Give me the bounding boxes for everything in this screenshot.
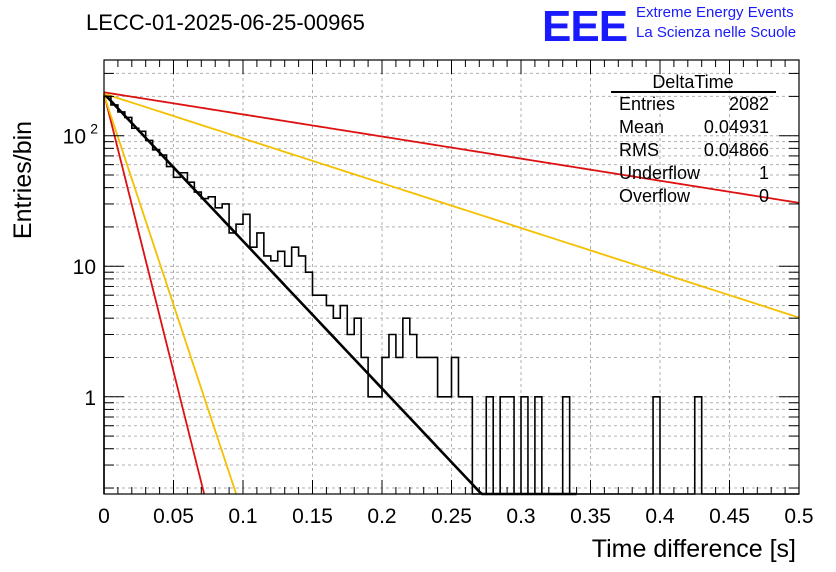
x-tick-label: 0.4 bbox=[645, 505, 675, 528]
fit-curve-yellow bbox=[103, 94, 237, 494]
label-layer: 0 0.05 0.1 0.15 0.2 0.25 0.3 0.35 0.4 0.45 0.51101… bbox=[63, 121, 814, 528]
grid-layer bbox=[104, 60, 799, 494]
stats-row-label: Mean bbox=[619, 117, 664, 137]
x-tick-label: 0.2 bbox=[367, 505, 396, 528]
x-tick-label: 0 bbox=[98, 505, 110, 528]
x-tick-label: 0.05 bbox=[153, 505, 194, 528]
tick-layer bbox=[103, 60, 800, 494]
stats-row-value: 1 bbox=[759, 163, 769, 183]
x-tick-label: 0.1 bbox=[228, 505, 257, 528]
y-tick-label: 1 bbox=[84, 387, 96, 410]
fit-curve-yellow bbox=[103, 92, 800, 319]
x-tick-label: 0.35 bbox=[570, 505, 611, 528]
x-tick-label: 0.15 bbox=[292, 505, 333, 528]
stats-row-label: Entries bbox=[619, 94, 675, 114]
stats-box: DeltaTime Entries 2082 Mean 0.04931 RMS 0.048… bbox=[611, 72, 776, 206]
fit-curve-red bbox=[103, 93, 205, 494]
x-axis-label: Time difference [s] bbox=[592, 535, 796, 563]
eee-logo-line1: Extreme Energy Events bbox=[636, 4, 794, 21]
y-axis-label: Entries/bin bbox=[9, 121, 37, 239]
fit-curve-black bbox=[103, 92, 577, 496]
x-tick-label: 0.5 bbox=[784, 505, 813, 528]
stats-row-label: RMS bbox=[619, 140, 659, 160]
stats-row-label: Overflow bbox=[619, 186, 691, 206]
eee-logo: EEE bbox=[542, 2, 628, 51]
stats-row-value: 0.04931 bbox=[704, 117, 769, 137]
eee-logo-line2: La Scienza nelle Scuole bbox=[636, 24, 797, 41]
fit-curve-red bbox=[103, 91, 800, 204]
y-tick-label-exponent: 2 bbox=[90, 121, 98, 137]
y-tick-label: 10 bbox=[73, 256, 96, 279]
stats-row-value: 0 bbox=[759, 186, 769, 206]
stats-row-label: Underflow bbox=[619, 163, 701, 183]
x-tick-label: 0.45 bbox=[709, 505, 750, 528]
x-tick-label: 0.3 bbox=[506, 505, 535, 528]
stats-box-title: DeltaTime bbox=[652, 72, 733, 92]
stats-row-value: 0.04866 bbox=[704, 140, 769, 160]
x-tick-label: 0.25 bbox=[431, 505, 472, 528]
stats-row-value: 2082 bbox=[729, 94, 769, 114]
plot-title: LECC-01-2025-06-25-00965 bbox=[86, 10, 365, 35]
y-tick-label: 10 bbox=[63, 126, 86, 149]
